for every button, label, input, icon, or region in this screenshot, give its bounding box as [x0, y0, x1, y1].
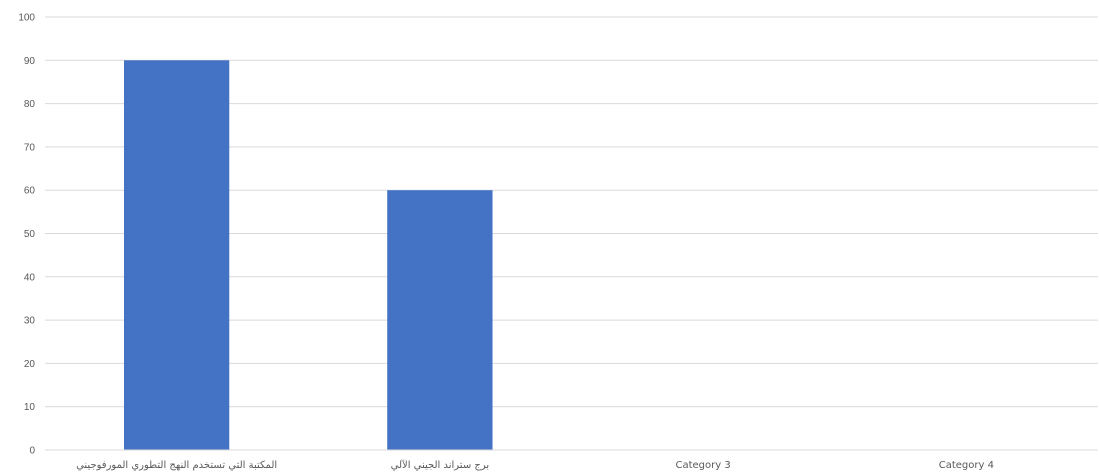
bar-1 [123, 60, 230, 451]
y-axis-ticks: 0 10 20 30 40 50 60 70 80 90 100 [18, 13, 35, 457]
y-tick-label: 80 [24, 99, 36, 110]
y-tick-label: 100 [18, 13, 35, 24]
x-category-label-3: Category 3 [676, 460, 731, 471]
x-category-label-2: برج ستراند الجيني الآلي [391, 459, 490, 471]
y-tick-label: 60 [24, 186, 36, 197]
y-tick-label: 50 [24, 229, 36, 240]
x-category-label-4: Category 4 [939, 460, 994, 471]
bars [123, 60, 493, 451]
y-tick-label: 40 [24, 272, 36, 283]
y-tick-label: 0 [29, 446, 35, 457]
y-tick-label: 70 [24, 142, 36, 153]
y-tick-label: 20 [24, 359, 36, 370]
bar-2 [387, 190, 493, 450]
x-axis-labels: المكتبة التي تستخدم النهج التطوري المورف… [76, 459, 994, 471]
y-tick-label: 90 [24, 56, 36, 67]
x-category-label-1: المكتبة التي تستخدم النهج التطوري المورف… [76, 460, 277, 471]
y-tick-label: 30 [24, 316, 36, 327]
y-tick-label: 10 [24, 402, 36, 413]
